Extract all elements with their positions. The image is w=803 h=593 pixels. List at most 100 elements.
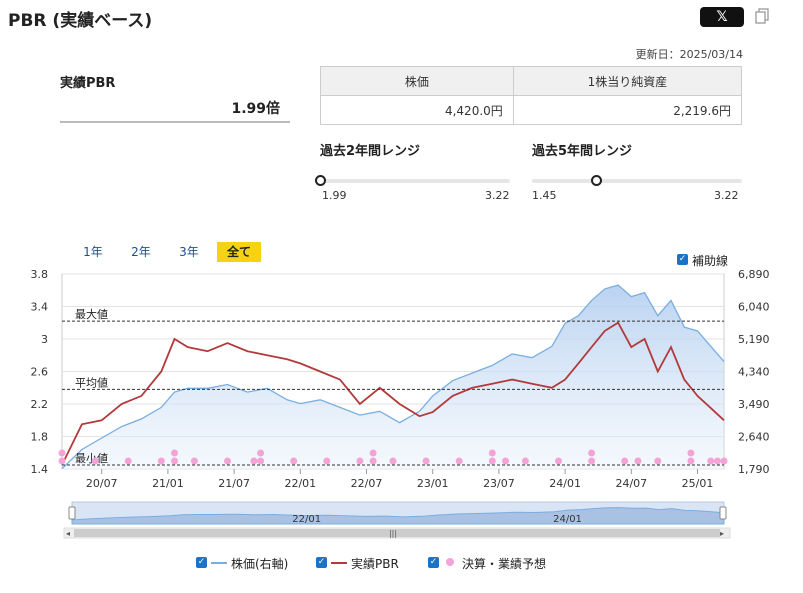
ref-line-label: 平均値 — [75, 376, 108, 389]
period-all-button[interactable]: 全て — [217, 242, 261, 262]
divider — [60, 121, 290, 123]
updated-date: 更新日：2025/03/14 — [635, 48, 743, 61]
legend-events-swatch — [446, 558, 454, 566]
chart-lines — [61, 284, 725, 470]
legend-pbr-checkbox[interactable]: ✓ — [316, 557, 327, 568]
event-marker — [713, 457, 721, 465]
y-right-tick: 4,340 — [738, 366, 770, 379]
range-5y-min: 1.45 — [532, 189, 557, 202]
x-tick-label: 21/07 — [218, 477, 250, 490]
event-marker — [171, 457, 179, 465]
scrollbar-grip: ||| — [389, 529, 397, 538]
event-marker — [588, 449, 596, 457]
price-table: 株価 1株当り純資産 4,420.0円 2,219.6円 — [320, 66, 743, 125]
x-tick-label: 22/01 — [284, 477, 316, 490]
legend-price-swatch — [211, 562, 227, 564]
navigator-tick: 22/01 — [292, 514, 321, 525]
x-tick-label: 25/01 — [682, 477, 714, 490]
legend-price-checkbox[interactable]: ✓ — [196, 557, 207, 568]
y-left-tick: 2.6 — [31, 366, 49, 379]
event-marker — [634, 457, 642, 465]
right-axis: 1,790 2,640 3,490 4,340 5,190 6,040 6,890 — [738, 268, 770, 476]
event-marker — [369, 457, 377, 465]
x-tick-label: 20/07 — [86, 477, 118, 490]
ref-line-label: 最小値 — [75, 452, 108, 465]
scrollbar-thumb — [74, 529, 720, 537]
range-2y-max: 3.22 — [485, 189, 510, 202]
ref-line-label: 最大値 — [75, 307, 108, 321]
period-3y-button[interactable]: 3年 — [179, 245, 199, 259]
period-2y-button[interactable]: 2年 — [131, 245, 151, 259]
y-left-tick: 3.8 — [31, 268, 49, 281]
range-2y-marker — [315, 175, 326, 186]
x-tick-label: 23/01 — [417, 477, 449, 490]
stock-price-value: 4,420.0円 — [320, 95, 514, 125]
range-5y-marker — [591, 175, 603, 186]
event-marker — [588, 457, 596, 465]
pbr-line — [61, 321, 725, 466]
stock-price-header: 株価 — [320, 66, 514, 96]
event-marker — [521, 457, 529, 465]
navigator: 22/01 24/01 ||| ◂ ▸ — [63, 501, 731, 539]
event-marker — [257, 457, 265, 465]
legend-price-label: 株価(右軸) — [231, 557, 289, 571]
y-right-tick: 2,640 — [738, 431, 770, 444]
range-2y-min: 1.99 — [322, 189, 347, 202]
x-tick-label: 23/07 — [483, 477, 515, 490]
navigator-tick: 24/01 — [553, 514, 582, 525]
event-marker — [290, 457, 298, 465]
pbr-value: 1.99倍 — [231, 101, 280, 117]
event-markers — [58, 449, 728, 465]
y-left-tick: 1.8 — [31, 431, 49, 444]
y-left-tick: 2.2 — [31, 398, 49, 411]
event-marker — [250, 457, 258, 465]
legend-pbr-label: 実績PBR — [351, 557, 399, 571]
y-left-tick: 3.4 — [31, 301, 49, 314]
event-marker — [58, 449, 66, 457]
event-marker — [488, 449, 496, 457]
bps-value: 2,219.6円 — [512, 95, 743, 125]
event-marker — [171, 449, 179, 457]
event-marker — [707, 457, 715, 465]
y-right-tick: 6,040 — [738, 301, 770, 314]
y-right-tick: 6,890 — [738, 268, 770, 281]
event-marker — [356, 457, 364, 465]
event-marker — [389, 457, 397, 465]
event-marker — [58, 457, 66, 465]
event-marker — [422, 457, 430, 465]
legend-pbr-swatch — [331, 562, 347, 564]
y-right-tick: 3,490 — [738, 398, 770, 411]
range-5y-track — [532, 179, 742, 183]
aux-line-checkbox[interactable]: ✓ — [677, 254, 688, 265]
x-tick-label: 21/01 — [152, 477, 184, 490]
navigator-series — [71, 507, 725, 525]
copy-icon[interactable] — [755, 8, 769, 24]
event-marker — [502, 457, 510, 465]
bps-header: 1株当り純資産 — [512, 66, 743, 96]
legend-events-checkbox[interactable]: ✓ — [428, 557, 439, 568]
navigator-handle-left — [68, 506, 76, 520]
event-marker — [621, 457, 629, 465]
price-line — [61, 284, 725, 470]
x-tick-label: 22/07 — [351, 477, 383, 490]
pbr-chart: 1.4 1.8 2.2 2.6 3 3.4 3.8 1,790 2,640 3,490 4,340… — [31, 268, 770, 539]
event-marker — [190, 457, 198, 465]
price-area — [62, 285, 724, 469]
x-axis: 20/07 21/01 21/07 22/01 22/07 23/01 23/07 24/01… — [86, 469, 714, 490]
x-share-button[interactable]: 𝕏 — [700, 7, 744, 27]
y-left-tick: 3 — [41, 333, 48, 346]
price-area-fill — [62, 285, 724, 469]
navigator-handle-right — [719, 506, 727, 520]
period-1y-button[interactable]: 1年 — [83, 245, 103, 259]
range-5y-title: 過去5年間レンジ — [532, 144, 633, 159]
left-axis: 1.4 1.8 2.2 2.6 3 3.4 3.8 — [31, 268, 49, 476]
legend-events-label: 決算・業績予想 — [462, 557, 547, 571]
page-title: PBR (実績ベース) — [8, 11, 153, 31]
event-marker — [124, 457, 132, 465]
scroll-right-arrow: ▸ — [720, 529, 724, 538]
range-2y-title: 過去2年間レンジ — [320, 144, 421, 159]
event-marker — [720, 457, 728, 465]
event-marker — [323, 457, 331, 465]
event-marker — [369, 449, 377, 457]
